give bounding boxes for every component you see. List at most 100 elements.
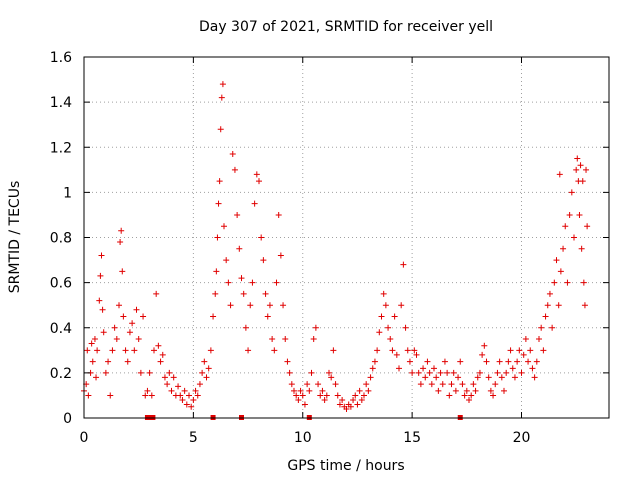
data-point [420, 365, 427, 372]
data-point [315, 381, 322, 388]
data-point [105, 358, 112, 365]
data-point [161, 374, 168, 381]
data-point [481, 342, 488, 349]
data-point [525, 358, 532, 365]
data-point [470, 381, 477, 388]
data-point [258, 234, 265, 241]
data-point [234, 211, 241, 218]
data-point [479, 351, 486, 358]
data-point [133, 306, 140, 313]
data-point [544, 302, 551, 309]
data-point [146, 369, 153, 376]
data-point [522, 336, 529, 343]
data-point [448, 381, 455, 388]
data-point [190, 396, 197, 403]
data-point [192, 387, 199, 394]
data-point [411, 347, 418, 354]
data-point [304, 381, 311, 388]
data-point [116, 302, 122, 309]
data-point [503, 369, 510, 376]
data-point [312, 324, 319, 331]
data-point [476, 369, 483, 376]
data-point [494, 369, 501, 376]
data-point [183, 401, 190, 408]
data-point [487, 387, 494, 394]
grid [84, 57, 609, 418]
data-point [564, 279, 571, 286]
data-point [437, 369, 444, 376]
data-point [463, 387, 470, 394]
data-point [352, 392, 359, 399]
data-point [107, 392, 114, 399]
data-point [404, 347, 411, 354]
data-point [555, 302, 562, 309]
data-point [131, 347, 138, 354]
data-point [387, 336, 394, 343]
data-point [155, 342, 162, 349]
data-point [221, 223, 227, 230]
data-point [288, 381, 295, 388]
data-point [229, 151, 236, 158]
data-point [164, 381, 171, 388]
data-point [446, 392, 453, 399]
data-point [166, 369, 173, 376]
data-point [326, 369, 332, 376]
data-point [242, 324, 249, 331]
data-point [159, 351, 166, 358]
data-point [247, 302, 254, 309]
data-point [441, 358, 448, 365]
data-point [98, 252, 105, 259]
y-tick-label: 0 [63, 411, 72, 427]
data-point [124, 358, 131, 365]
data-point [385, 324, 392, 331]
data-point [396, 365, 402, 372]
data-point [286, 369, 293, 376]
data-points [81, 81, 591, 420]
data-point [391, 313, 398, 320]
data-point [573, 166, 580, 173]
data-point [556, 171, 563, 178]
data-point [262, 290, 269, 297]
data-point [256, 178, 262, 185]
data-point [260, 257, 267, 264]
y-tick-label: 0.2 [50, 366, 72, 382]
data-point [135, 336, 142, 343]
data-point [580, 279, 587, 286]
data-point [89, 358, 96, 365]
data-point [551, 279, 558, 286]
data-point [361, 392, 367, 399]
data-point [566, 211, 573, 218]
data-point [94, 347, 101, 354]
data-point [113, 336, 120, 343]
data-point [380, 290, 387, 297]
data-point [409, 369, 416, 376]
data-point [413, 351, 420, 358]
data-point [129, 320, 136, 327]
data-point [240, 290, 247, 297]
data-point [474, 374, 481, 381]
data-point [560, 245, 567, 252]
data-point [402, 324, 409, 331]
data-point [576, 211, 583, 218]
data-point [210, 313, 217, 320]
data-point [225, 279, 232, 286]
data-point [201, 358, 208, 365]
data-point [100, 329, 107, 336]
data-point [549, 324, 556, 331]
data-point [574, 155, 581, 162]
data-point [578, 245, 585, 252]
data-point [122, 347, 129, 354]
data-point [431, 365, 437, 372]
data-point [120, 313, 127, 320]
data-point [219, 81, 226, 88]
data-point [142, 392, 149, 399]
data-point [371, 358, 378, 365]
data-point [299, 392, 306, 399]
data-point [540, 347, 547, 354]
data-point [393, 351, 400, 358]
data-point [118, 227, 125, 234]
data-point [527, 347, 534, 354]
data-point [382, 302, 389, 309]
data-point [577, 162, 584, 169]
